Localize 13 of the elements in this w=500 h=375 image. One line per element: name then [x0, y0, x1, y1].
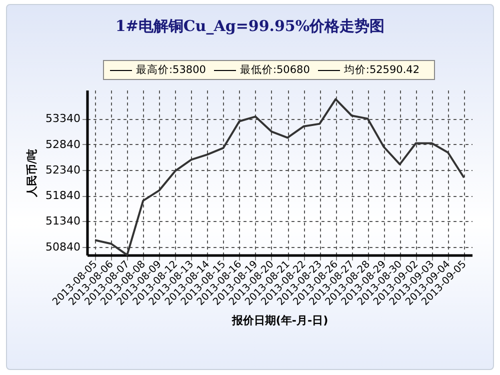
x-axis-title: 报价日期(年-月-日) [230, 314, 328, 328]
y-tick-label: 53340 [46, 112, 80, 126]
y-axis-title: 人民币/吨 [26, 148, 39, 198]
text: 均价:52590.42 [318, 64, 420, 76]
text: 最高价:53800 [110, 64, 206, 76]
y-tick-label: 51340 [46, 214, 80, 228]
chart-title: 1#电解铜Cu_Ag=99.95%价格走势图 [114, 17, 386, 36]
y-tick-label: 52840 [46, 138, 80, 151]
y-tick-label: 51840 [46, 189, 80, 202]
text: 最低价:50680 [214, 64, 310, 76]
y-tick-label: 52340 [46, 163, 80, 176]
line-series [94, 98, 465, 256]
y-tick-label: 50840 [46, 240, 80, 254]
